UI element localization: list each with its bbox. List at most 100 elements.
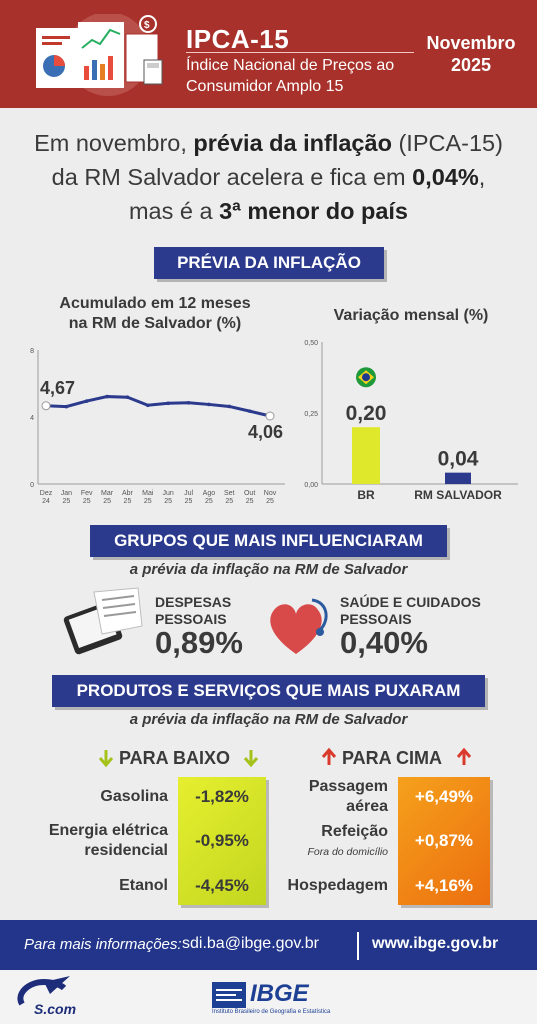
x-tick-label: Mai — [142, 490, 154, 497]
produto-etanol-value: -4,45% — [195, 876, 249, 895]
grupo-saude-value: 0,40% — [340, 625, 428, 660]
bar-value-label: 0,04 — [438, 448, 479, 471]
logo-strip: S.com IBGE Instituto Brasileiro de Geogr… — [0, 970, 537, 1024]
grupos-subtitle: a prévia da inflação na RM de Salvador — [129, 561, 408, 578]
report-period: Novembro 2025 — [418, 32, 524, 76]
x-tick-label: Jan — [61, 490, 72, 497]
x-tick-label: 25 — [83, 498, 91, 505]
produto-refeicao: Refeição Fora do domicílio — [270, 822, 388, 862]
produto-gasolina-value: -1,82% — [195, 787, 249, 806]
bar-chart-title: Variação mensal (%) — [333, 307, 489, 324]
receipt-phone-icon — [63, 587, 143, 655]
section-grupos-title: GRUPOS QUE MAIS INFLUENCIARAM — [90, 525, 447, 557]
ibge-logo-subtitle: Instituto Brasileiro de Geografia e Esta… — [212, 1009, 331, 1015]
produto-refeicao-value: +0,87% — [414, 831, 474, 850]
ibge-logo-icon — [212, 982, 246, 1008]
subtitle-line-2: Consumidor Amplo 15 — [186, 78, 344, 95]
period-year: 2025 — [450, 55, 492, 75]
x-tick-label: 25 — [62, 498, 70, 505]
x-tick-label: Mar — [101, 490, 114, 497]
line-chart-title-2: na RM de Salvador (%) — [68, 315, 242, 332]
produto-energia-line-2: residencial — [84, 842, 168, 859]
x-tick-label: Ago — [203, 490, 216, 497]
produto-energia-value: -0,95% — [195, 831, 249, 850]
headline-bold: prévia da inflação — [193, 130, 392, 156]
svg-text:$: $ — [144, 20, 150, 31]
footer-label: Para mais informações: — [24, 936, 182, 953]
arrow-down-icon — [243, 750, 259, 768]
headline-text: , — [478, 164, 486, 190]
grupo-despesas-line-2: PESSOAIS — [155, 611, 227, 627]
data-label-first: 4,67 — [40, 378, 75, 398]
headline-text: Em novembro, — [34, 130, 194, 156]
section-previa-title: PRÉVIA DA INFLAÇÃO — [154, 247, 384, 279]
y-tick-label: 0,00 — [304, 482, 318, 489]
y-tick-label: 8 — [30, 348, 34, 355]
produto-gasolina: Gasolina — [100, 788, 168, 805]
x-tick-label: Jun — [163, 490, 174, 497]
bar-value-label: 0,20 — [346, 402, 387, 425]
x-tick-label: Set — [224, 490, 235, 497]
produto-passagem: Passagem aérea — [270, 777, 388, 817]
x-category-label: BR — [357, 488, 375, 502]
produto-refeicao-note: Fora do domicílio — [307, 846, 388, 858]
y-tick-label: 0,50 — [304, 340, 318, 347]
para-cima-values-box — [398, 777, 490, 905]
heart-stethoscope-icon — [270, 598, 328, 654]
data-point — [84, 399, 89, 403]
para-cima-title: PARA CIMA — [342, 748, 442, 768]
data-point — [227, 404, 232, 409]
y-tick-label: 0,25 — [304, 411, 318, 418]
x-tick-label: Out — [244, 490, 255, 497]
arrow-up-icon — [321, 747, 337, 765]
data-point — [166, 401, 170, 406]
data-point — [125, 395, 130, 400]
x-tick-label: 25 — [124, 498, 132, 505]
bar-chart: 0,00 0,25 0,50 0,20 BR 0,04 RM SALVADOR — [304, 340, 518, 502]
produto-refeicao-name: Refeição — [321, 823, 388, 840]
x-tick-label: 25 — [144, 498, 152, 505]
x-tick-label: Abr — [122, 490, 134, 497]
headline-bold: 3ª menor do país — [219, 198, 409, 224]
footer-site-link[interactable]: www.ibge.gov.br — [372, 935, 499, 952]
data-point — [105, 394, 109, 399]
x-tick-label: 24 — [42, 498, 50, 505]
report-title: IPCA-15 — [186, 24, 290, 54]
produto-energia-line-1: Energia elétrica — [48, 822, 168, 839]
data-point — [186, 400, 191, 405]
bar — [445, 472, 471, 484]
headline-bold: 0,04% — [412, 164, 479, 190]
report-documents-icon: $ — [36, 14, 163, 96]
produto-energia: Energia elétrica residencial — [20, 821, 168, 861]
grupo-saude-line-2: PESSOAIS — [340, 611, 412, 627]
para-baixo-values-box — [178, 777, 266, 905]
produto-passagem-value: +6,49% — [414, 787, 474, 806]
produto-passagem-line-1: Passagem — [308, 778, 388, 795]
ibge-logo-text: IBGE — [250, 980, 309, 1007]
title-divider — [186, 52, 414, 53]
data-label-last: 4,06 — [248, 422, 283, 442]
x-tick-label: Fev — [81, 490, 93, 497]
grupo-saude-line-1: SAÚDE E CUIDADOS — [340, 594, 481, 610]
headline-text: mas é a — [128, 198, 220, 224]
x-tick-label: Jul — [184, 490, 193, 497]
grupo-despesas-value: 0,89% — [155, 625, 243, 660]
series-line — [45, 395, 271, 418]
x-tick-label: Dez — [40, 490, 53, 497]
produto-hospedagem: Hospedagem — [287, 877, 388, 894]
produto-hospedagem-value: +4,16% — [414, 876, 474, 895]
y-tick-label: 4 — [30, 415, 34, 422]
grupo-despesas-label: DESPESAS PESSOAIS — [155, 594, 231, 628]
produto-etanol: Etanol — [119, 877, 168, 894]
period-month: Novembro — [426, 33, 516, 53]
grupo-despesas-line-1: DESPESAS — [155, 594, 232, 610]
data-point — [265, 411, 275, 421]
x-tick-label: 25 — [185, 498, 193, 505]
data-point — [41, 401, 51, 411]
subtitle-line-1: Índice Nacional de Preços ao — [186, 57, 395, 74]
brazil-flag-globe — [362, 373, 370, 382]
report-subtitle: Índice Nacional de Preços ao Consumidor … — [186, 55, 416, 97]
produto-passagem-line-2: aérea — [346, 798, 388, 815]
headline-text: (IPCA-15) — [391, 130, 503, 156]
footer-email-link[interactable]: sdi.ba@ibge.gov.br — [182, 935, 319, 952]
